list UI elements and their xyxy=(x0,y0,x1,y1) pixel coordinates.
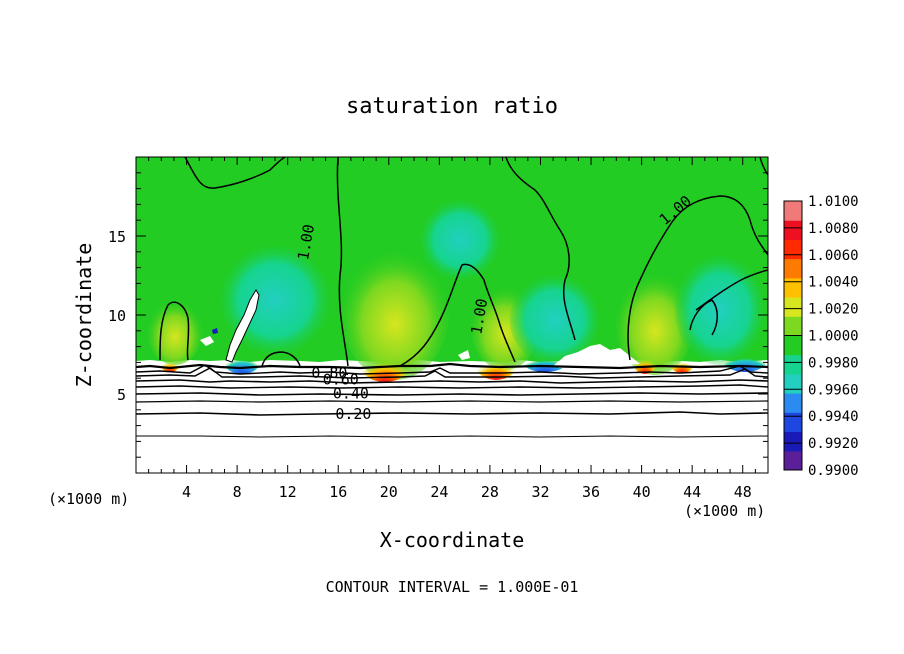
dry-patch-2 xyxy=(510,275,600,365)
colorbar-swatch xyxy=(784,201,802,221)
contour-0.60 xyxy=(136,379,768,384)
colorbar-label: 1.0000 xyxy=(808,329,859,345)
contour-1.00-top xyxy=(184,157,286,189)
hot-spot-43km xyxy=(670,355,694,373)
colorbar-swatch xyxy=(784,277,802,298)
colorbar-swatch xyxy=(784,239,802,260)
colorbar-swatch xyxy=(784,393,802,413)
cloud-fleck-6km xyxy=(200,336,214,346)
colorbar-label: 1.0020 xyxy=(808,302,859,318)
x-tick-label: 20 xyxy=(380,483,398,501)
y-axis-title: Z-coordinate xyxy=(72,243,96,388)
colorbar-swatch xyxy=(784,431,802,452)
contour-0.40 xyxy=(136,392,768,396)
contour-1.00-right-a xyxy=(505,157,576,341)
dry-patch-4 xyxy=(420,200,500,280)
colorbar-swatch xyxy=(784,335,802,356)
cloud-gap-33km xyxy=(553,344,640,368)
moist-plume-1 xyxy=(340,240,450,380)
colorbar-swatch xyxy=(784,258,802,279)
moist-plume-4 xyxy=(147,295,203,365)
contour-label: 1.00 xyxy=(294,223,318,262)
contour-label: 0.80 xyxy=(311,364,347,382)
x-tick-label: 16 xyxy=(329,483,347,501)
colorbar-label: 1.0040 xyxy=(808,275,859,291)
x-tick-label: 32 xyxy=(531,483,549,501)
colorbar-label: 0.9920 xyxy=(808,436,859,452)
contour-1.00-far-right xyxy=(759,157,768,176)
y-axis: 5 10 15 xyxy=(108,172,768,458)
colorbar-label: 0.9940 xyxy=(808,409,859,425)
contour-label: 0.40 xyxy=(333,385,369,403)
y-tick-label: 10 xyxy=(108,307,126,325)
colorbar-swatch xyxy=(784,220,802,240)
x-tick-label: 28 xyxy=(481,483,499,501)
colorbar-swatch xyxy=(784,450,802,471)
colorbar-swatch xyxy=(784,297,802,317)
x-tick-label: 40 xyxy=(633,483,651,501)
x-tick-label: 36 xyxy=(582,483,600,501)
x-unit-label-left: (×1000 m) xyxy=(48,490,129,508)
colorbar-label: 0.9960 xyxy=(808,382,859,398)
colorbar-swatch xyxy=(784,354,802,375)
x-tick-label: 44 xyxy=(683,483,701,501)
contour-1.00-mid xyxy=(399,263,516,367)
contour-interval-note: CONTOUR INTERVAL = 1.000E-01 xyxy=(326,578,579,596)
colorbar-swatch xyxy=(784,412,802,433)
contour-1.00-ridge xyxy=(695,269,768,311)
contour-0.70 xyxy=(136,367,768,379)
x-axis-title: X-coordinate xyxy=(380,528,525,552)
contour-labels: 1.001.001.000.800.600.400.20 xyxy=(294,192,695,423)
colorbar-label: 1.0060 xyxy=(808,248,859,264)
colorbar: 1.0100 1.0080 1.0060 1.0040 1.0020 1.0000 0.99… xyxy=(783,194,859,479)
contour-0.30 xyxy=(136,400,768,403)
y-tick-label: 5 xyxy=(117,386,126,404)
contour-label: 0.60 xyxy=(323,370,359,388)
hot-spot-3km xyxy=(160,356,180,372)
contour-0.50 xyxy=(136,384,768,389)
cloud-streak-8km xyxy=(225,289,260,363)
colorbar-label: 1.0080 xyxy=(808,221,859,237)
chart-title: saturation ratio xyxy=(346,94,558,119)
contour-1.00-bump-left xyxy=(159,301,190,361)
x-tick-label: 4 xyxy=(182,483,191,501)
x-unit-label-right: (×1000 m) xyxy=(684,502,765,520)
contour-0.90 xyxy=(136,362,768,370)
colorbar-label: 0.9900 xyxy=(808,463,859,479)
plot-area: 1.001.001.000.800.600.400.20 xyxy=(136,157,768,473)
dry-patch-3 xyxy=(675,255,765,365)
colorbar-label: 1.0100 xyxy=(808,194,859,210)
x-axis: 4 8 12 16 20 24 28 32 36 40 44 48 xyxy=(148,157,756,501)
colorbar-swatch xyxy=(784,316,802,336)
colorbar-label: 0.9980 xyxy=(808,355,859,371)
cloud-fleck-26km xyxy=(458,350,470,360)
cloud-fleck-7km xyxy=(212,328,218,334)
contour-label: 1.00 xyxy=(467,297,491,336)
colorbar-swatch xyxy=(784,373,802,394)
contour-1.00-right-b xyxy=(627,195,768,361)
y-tick-label: 15 xyxy=(108,228,126,246)
x-tick-label: 48 xyxy=(734,483,752,501)
x-tick-label: 8 xyxy=(233,483,242,501)
contour-label: 0.20 xyxy=(335,405,371,423)
contour-0.20 xyxy=(136,411,768,416)
x-tick-label: 24 xyxy=(430,483,448,501)
contours-subsaturated xyxy=(136,362,768,438)
contour-1.00-left xyxy=(336,157,349,367)
contour-1.00-bump-mid xyxy=(261,351,301,367)
contour-0.10 xyxy=(136,435,768,438)
contour-1.00-bump-right xyxy=(689,299,718,336)
contours-saturation xyxy=(159,157,768,367)
x-tick-label: 12 xyxy=(279,483,297,501)
